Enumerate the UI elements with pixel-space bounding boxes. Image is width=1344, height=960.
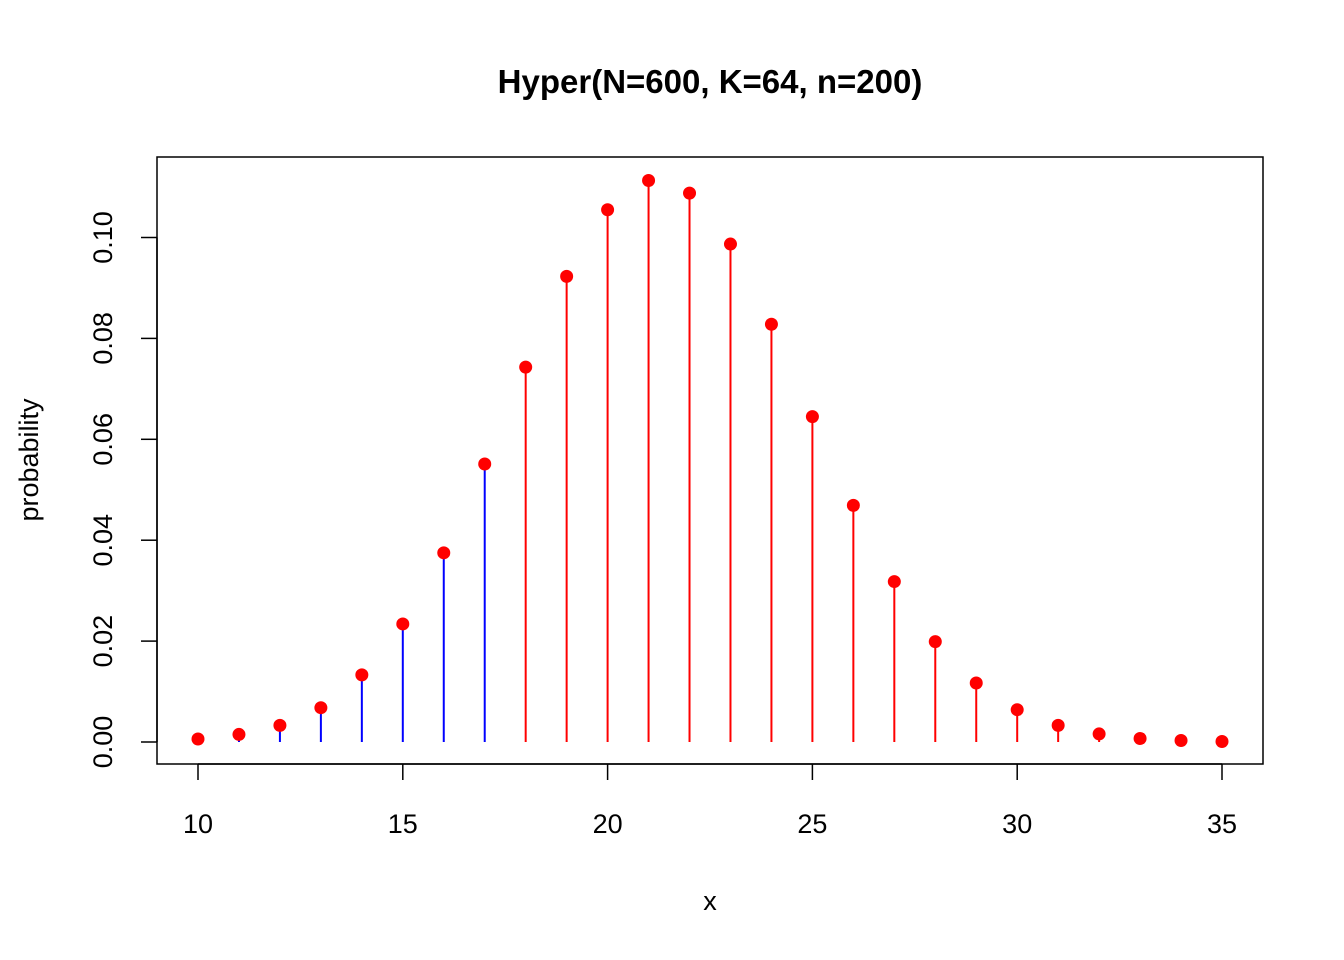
y-tick-label: 0.10: [88, 211, 118, 264]
data-point: [478, 457, 492, 471]
x-axis: 10 15 20 25 30 35: [183, 763, 1237, 839]
y-tick-label: 0.06: [88, 413, 118, 466]
data-point: [396, 617, 410, 631]
data-point: [805, 410, 819, 424]
data-point: [887, 575, 901, 589]
x-axis-label: x: [703, 886, 717, 916]
y-tick-label: 0.04: [88, 514, 118, 567]
data-point: [1092, 727, 1106, 741]
data-point: [191, 732, 205, 746]
x-tick-label: 30: [1002, 809, 1032, 839]
data-point: [1133, 731, 1147, 745]
points: [191, 173, 1229, 748]
data-point: [928, 635, 942, 649]
data-point: [723, 237, 737, 251]
data-point: [273, 718, 287, 732]
y-tick-label: 0.08: [88, 312, 118, 365]
data-point: [683, 186, 697, 200]
y-axis-label: probability: [14, 398, 44, 522]
chart-title: Hyper(N=600, K=64, n=200): [498, 63, 923, 100]
data-point: [560, 269, 574, 283]
data-point: [355, 668, 369, 682]
data-point: [232, 727, 246, 741]
x-tick-label: 25: [797, 809, 827, 839]
data-point: [764, 317, 778, 331]
data-point: [1010, 703, 1024, 717]
x-tick-label: 15: [388, 809, 418, 839]
x-tick-label: 35: [1207, 809, 1237, 839]
data-point: [519, 360, 533, 374]
y-axis: 0.00 0.02 0.04 0.06 0.08 0.10: [88, 211, 158, 769]
data-point: [601, 203, 615, 217]
data-point: [642, 173, 656, 187]
y-tick-label: 0.02: [88, 615, 118, 668]
data-point: [1051, 718, 1065, 732]
data-point: [1215, 734, 1229, 748]
x-tick-label: 20: [593, 809, 623, 839]
x-tick-label: 10: [183, 809, 213, 839]
data-point: [1174, 733, 1188, 747]
data-point: [969, 676, 983, 690]
data-point: [846, 498, 860, 512]
data-point: [437, 546, 451, 560]
data-point: [314, 701, 328, 715]
stems: [197, 180, 1223, 742]
y-tick-label: 0.00: [88, 716, 118, 769]
plot-area-frame: [156, 156, 1264, 765]
